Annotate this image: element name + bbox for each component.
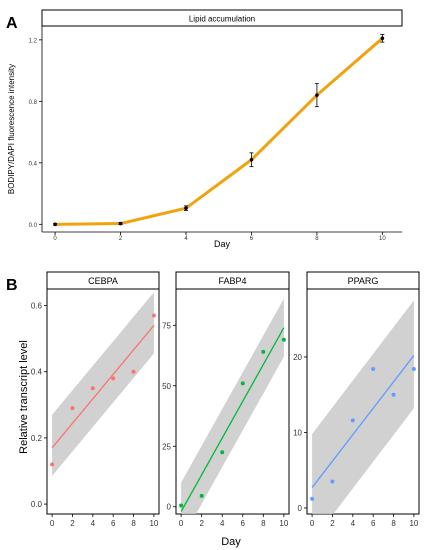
data-point — [131, 369, 136, 374]
panel-b-facets: CEBPA 0.0 0.2 0.4 0.6 0 2 4 6 8 10 FABP4 0 25 50 75 0 2 4 6… — [31, 271, 420, 528]
panel-a-x-tick-label: 10 — [379, 236, 386, 242]
x-tick-label: 8 — [131, 519, 136, 528]
data-point — [371, 367, 376, 372]
panel-b-x-label: Day — [221, 536, 241, 548]
panel-a-y-label: BODIPY/DAPI fluorescence intensity — [7, 64, 16, 194]
facet-strip-label: FABP4 — [218, 276, 246, 286]
y-tick-label: 75 — [162, 321, 171, 330]
x-tick-label: 4 — [351, 519, 356, 528]
x-tick-label: 10 — [279, 519, 288, 528]
x-tick-label: 2 — [70, 519, 75, 528]
panel-a-strip — [41, 9, 403, 27]
facet-cebpa: CEBPA 0.0 0.2 0.4 0.6 0 2 4 6 8 10 — [31, 271, 160, 528]
data-point — [111, 376, 116, 381]
panel-a-error-bars — [53, 34, 385, 226]
data-point — [220, 450, 225, 455]
facet-pparg: PPARG 0 10 20 0 2 4 6 8 10 — [293, 271, 420, 528]
data-point — [199, 493, 204, 498]
data-point — [240, 381, 245, 386]
data-point — [261, 349, 266, 354]
panel-a-point — [184, 206, 188, 210]
y-tick-label: 0.2 — [31, 434, 43, 443]
panel-a-x-ticks: 0 2 4 6 8 10 — [53, 232, 386, 242]
data-point — [350, 418, 355, 423]
panel-a-x-label: Day — [214, 239, 231, 249]
y-tick-label: 20 — [293, 353, 302, 362]
panel-a-points — [53, 36, 385, 227]
data-point — [330, 479, 335, 484]
panel-a-point — [315, 93, 319, 97]
panel-a-x-tick-label: 8 — [315, 236, 319, 242]
facet-fabp4: FABP4 0 25 50 75 0 2 4 6 8 10 — [162, 271, 290, 528]
panel-a-point — [380, 36, 385, 41]
data-point — [70, 406, 75, 411]
panel-a-x-tick-label: 0 — [53, 236, 57, 242]
facet-fit-group — [51, 292, 155, 476]
x-tick-label: 6 — [111, 519, 116, 528]
confidence-band — [181, 298, 284, 514]
facet-fit-group — [311, 300, 415, 514]
x-tick-label: 10 — [409, 519, 418, 528]
facet-strip-label: CEBPA — [88, 276, 118, 286]
panel-a-y-ticks: 0.0 0.4 0.8 1.2 — [29, 38, 42, 229]
panel-a-y-tick-label: 0.8 — [29, 100, 38, 106]
x-tick-label: 0 — [179, 519, 184, 528]
panel-b: B Relative transcript level Day CEBPA 0.0… — [6, 271, 420, 548]
y-tick-label: 0.4 — [31, 368, 43, 377]
data-point — [179, 503, 184, 508]
fit-line — [180, 327, 285, 512]
y-tick-label: 50 — [162, 382, 171, 391]
confidence-band — [52, 292, 154, 476]
panel-a-y-tick-label: 0.0 — [29, 223, 38, 229]
x-tick-label: 2 — [330, 519, 335, 528]
x-tick-label: 10 — [149, 519, 158, 528]
panel-b-letter: B — [6, 277, 18, 294]
x-tick-label: 4 — [220, 519, 225, 528]
panel-a-series-line — [55, 37, 384, 226]
y-tick-label: 0 — [167, 503, 172, 512]
confidence-band — [312, 300, 414, 514]
data-point — [310, 496, 315, 501]
x-tick-label: 6 — [371, 519, 376, 528]
facet-panel-border — [46, 288, 160, 515]
x-tick-label: 0 — [50, 519, 55, 528]
panel-a-strip-label: Lipid accumulation — [189, 15, 255, 24]
facet-panel-border — [306, 288, 420, 515]
facet-fit-group — [180, 298, 285, 514]
panel-a-y-tick-label: 1.2 — [29, 38, 38, 44]
facet-strip-label: PPARG — [348, 276, 379, 286]
x-tick-label: 8 — [391, 519, 396, 528]
panel-a-point — [249, 157, 254, 162]
x-tick-label: 6 — [241, 519, 246, 528]
panel-a: A Lipid accumulation 0.0 0.4 0.8 1.2 0 2 4 6 8 1… — [6, 9, 403, 249]
y-tick-label: 25 — [162, 442, 171, 451]
x-tick-label: 0 — [310, 519, 315, 528]
panel-a-letter: A — [6, 15, 18, 32]
panel-a-x-tick-label: 4 — [184, 236, 188, 242]
panel-b-y-label: Relative transcript level — [18, 340, 30, 454]
data-point — [90, 386, 95, 391]
fit-line — [311, 355, 415, 488]
data-point — [151, 313, 156, 318]
y-tick-label: 0 — [298, 504, 303, 513]
data-point — [50, 462, 55, 467]
panel-a-x-tick-label: 6 — [250, 236, 254, 242]
x-tick-label: 4 — [91, 519, 96, 528]
x-tick-label: 2 — [199, 519, 204, 528]
panel-a-x-tick-label: 2 — [119, 236, 123, 242]
panel-a-point — [118, 221, 123, 226]
data-point — [391, 392, 396, 397]
y-tick-label: 0.6 — [31, 302, 43, 311]
data-point — [281, 337, 286, 342]
data-point — [411, 367, 416, 372]
panel-a-point — [53, 222, 57, 227]
y-tick-label: 10 — [293, 428, 302, 437]
facet-panel-border — [175, 288, 290, 515]
fit-line — [51, 324, 155, 449]
y-tick-label: 0.0 — [31, 500, 43, 509]
panel-a-y-tick-label: 0.4 — [29, 161, 38, 167]
x-tick-label: 8 — [261, 519, 266, 528]
